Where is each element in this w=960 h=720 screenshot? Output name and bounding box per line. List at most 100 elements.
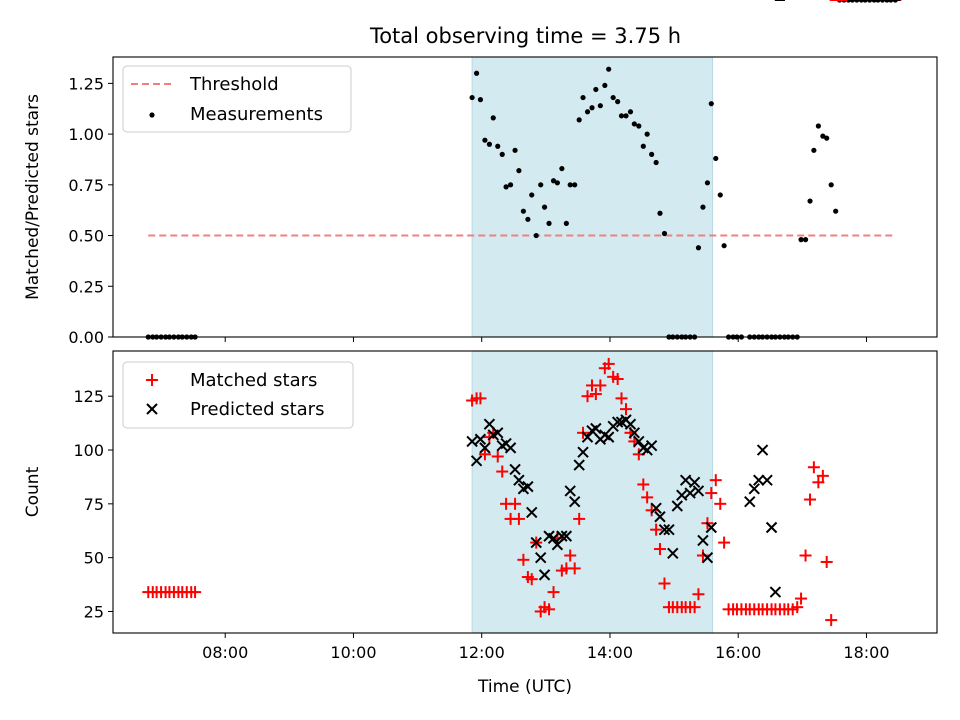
count-panel: 25 50 75 100 125 08:00 10:00 12:00 14:00 16:00 18:… xyxy=(23,0,938,662)
predicted-star-point xyxy=(551,539,564,551)
measurement-point xyxy=(538,182,544,188)
legend-measurements-swatch xyxy=(149,112,155,118)
predicted-star-point xyxy=(568,495,581,508)
measurement-point xyxy=(486,141,493,147)
y-tick-label: 0.25 xyxy=(68,277,104,296)
matched-star-point xyxy=(589,388,602,401)
predicted-star-point xyxy=(526,506,538,519)
predicted-star-point xyxy=(470,455,483,467)
count-legend: Matched stars Predicted stars xyxy=(122,361,354,429)
measurement-point xyxy=(798,237,804,243)
legend-predicted-label: Predicted stars xyxy=(190,399,324,420)
legend-predicted-swatch xyxy=(146,403,158,415)
matched-star-point xyxy=(602,357,615,370)
measurement-point xyxy=(610,94,616,101)
predicted-star-point xyxy=(701,551,714,564)
predicted-star-point xyxy=(581,431,594,443)
predicted-star-point xyxy=(479,442,491,454)
measurement-point xyxy=(541,204,548,210)
predicted-star-point xyxy=(667,547,679,560)
predicted-star-point xyxy=(692,485,705,497)
predicted-star-point xyxy=(522,480,534,493)
y-tick-label: 0.50 xyxy=(68,227,104,246)
measurement-point xyxy=(828,182,834,188)
measurement-point xyxy=(563,220,569,226)
measurement-point xyxy=(559,165,565,172)
predicted-star-point xyxy=(650,502,662,514)
matched-star-point xyxy=(718,536,731,549)
matched-star-point xyxy=(491,450,504,463)
predicted-star-point xyxy=(761,474,773,486)
chart-title: Total observing time = 3.75 h xyxy=(369,24,681,48)
ratio-panel: 0.00 0.25 0.50 0.75 1.00 1.25 Matched/Predict… xyxy=(23,0,938,347)
x-tick-label: 14:00 xyxy=(587,643,633,662)
predicted-star-point xyxy=(705,521,717,534)
measurement-point xyxy=(469,94,475,101)
measurement-point xyxy=(589,105,595,111)
matched-star-point xyxy=(791,601,804,614)
measurement-point xyxy=(477,97,484,103)
legend-measurements-label: Measurements xyxy=(190,104,323,125)
predicted-star-point xyxy=(654,511,666,523)
measurement-point xyxy=(661,230,668,237)
measurement-point xyxy=(704,180,711,186)
y-tick-label: 50 xyxy=(84,549,104,568)
predicted-star-point xyxy=(658,523,671,536)
predicted-star-point xyxy=(756,444,769,456)
x-tick-label: 18:00 xyxy=(843,643,889,662)
predicted-star-point xyxy=(530,536,542,549)
measurement-point xyxy=(576,117,582,123)
measurement-point xyxy=(597,103,603,109)
predicted-star-point xyxy=(663,523,675,536)
predicted-star-point xyxy=(744,495,756,508)
predicted-star-point xyxy=(628,427,641,439)
y-tick-label: 1.25 xyxy=(68,74,104,93)
ratio-legend: Threshold Measurements xyxy=(122,65,352,133)
measurement-point xyxy=(567,182,573,188)
matched-star-point xyxy=(517,553,530,566)
predicted-star-point xyxy=(684,487,696,499)
matched-star-point xyxy=(696,549,709,562)
measurement-point xyxy=(636,123,642,129)
measurement-point xyxy=(593,86,599,93)
measurement-point xyxy=(820,133,826,139)
measurement-point xyxy=(721,243,727,249)
matched-star-point xyxy=(812,476,825,489)
matched-star-point xyxy=(619,403,632,416)
x-tick-label: 16:00 xyxy=(715,643,761,662)
matched-star-point xyxy=(478,448,491,461)
measurement-point xyxy=(584,109,591,115)
matched-star-point xyxy=(581,390,594,403)
matched-star-point xyxy=(658,577,671,590)
predicted-star-point xyxy=(509,463,521,476)
predicted-star-point xyxy=(556,530,568,542)
measurement-point xyxy=(473,70,480,76)
predicted-star-point xyxy=(671,500,684,512)
matched-star-point xyxy=(688,601,701,614)
measurement-point xyxy=(695,245,702,251)
measurement-point xyxy=(525,216,531,222)
measurement-point xyxy=(700,204,706,210)
matched-star-point xyxy=(547,586,560,599)
matched-star-point xyxy=(714,497,727,510)
matched-star-point xyxy=(825,614,838,627)
measurement-point xyxy=(516,168,522,174)
predicted-star-point xyxy=(602,431,615,443)
measurement-point xyxy=(627,109,634,115)
matched-star-point xyxy=(615,392,628,405)
matched-star-point xyxy=(645,504,658,517)
predicted-star-point xyxy=(483,418,496,430)
matched-star-point xyxy=(705,487,718,500)
measurement-point xyxy=(580,94,586,101)
ratio-panel-frame xyxy=(112,56,938,338)
matched-star-point xyxy=(799,549,812,562)
measurement-point xyxy=(713,155,719,162)
measurement-point xyxy=(482,137,488,143)
predicted-star-point xyxy=(645,440,658,452)
measurement-point xyxy=(644,131,650,137)
ratio-y-axis-label: Matched/Predicted stars xyxy=(23,94,43,300)
matched-star-point xyxy=(568,562,581,575)
ratio-legend-box xyxy=(122,65,352,133)
measurement-point xyxy=(533,232,539,239)
measurement-point xyxy=(512,147,518,153)
